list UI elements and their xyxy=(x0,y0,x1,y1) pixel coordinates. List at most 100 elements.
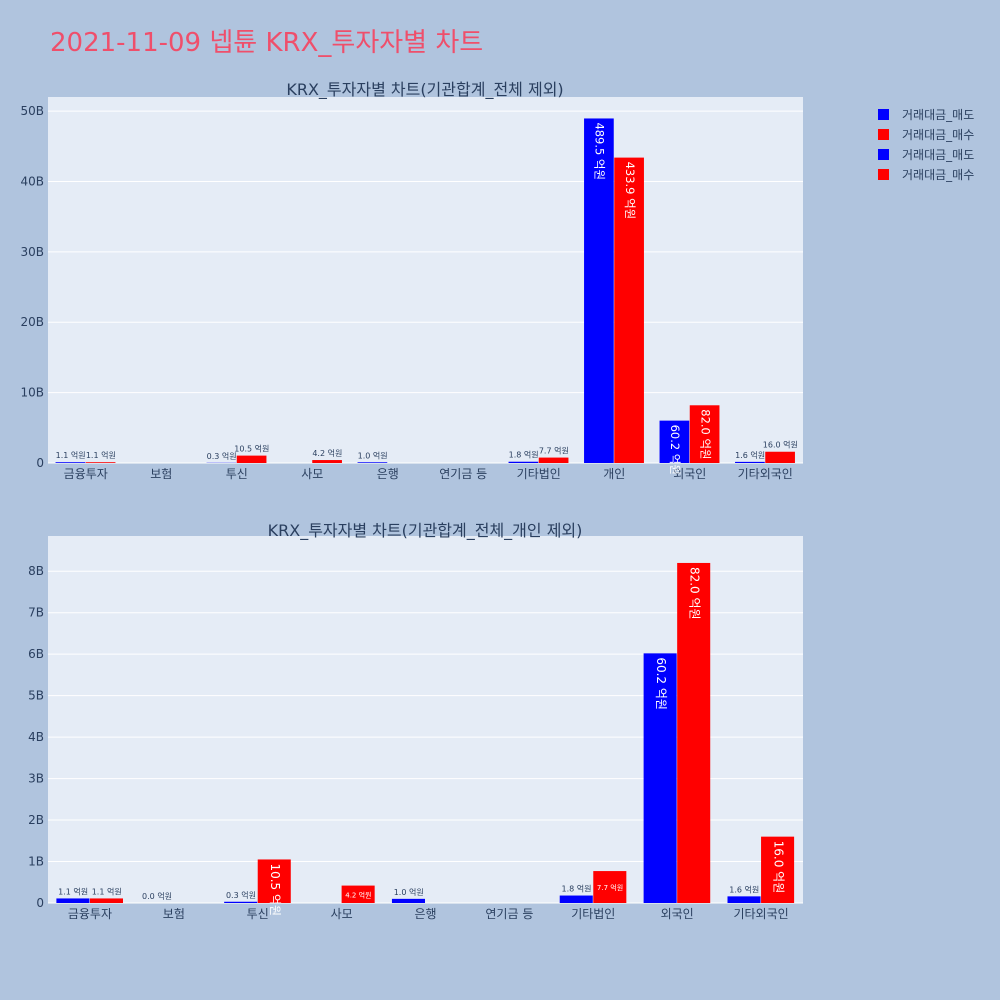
data-label: 60.2 억원 xyxy=(654,657,668,710)
y-tick-label: 0 xyxy=(36,896,44,910)
legend-label: 거래대금_매수 xyxy=(902,168,974,182)
y-tick-label: 20B xyxy=(20,315,44,329)
x-tick-label: 투신 xyxy=(226,467,248,481)
bar-buy xyxy=(761,836,795,903)
y-tick-label: 4B xyxy=(28,730,44,744)
bar-sell xyxy=(224,901,258,903)
data-label: 16.0 억원 xyxy=(763,440,798,450)
bar-buy xyxy=(538,457,569,463)
x-tick-label: 투신 xyxy=(247,907,269,921)
bar-sell xyxy=(357,462,388,463)
data-label: 4.2 억원 xyxy=(345,890,371,899)
data-label: 489.5 억원 xyxy=(593,122,607,180)
bar-buy xyxy=(312,460,342,463)
bar-buy xyxy=(85,462,116,463)
x-tick-label: 연기금 등 xyxy=(439,467,487,481)
x-tick-label: 기타법인 xyxy=(571,907,615,921)
x-tick-label: 외국인 xyxy=(661,907,694,921)
chart-1: 0 10B 20B 30B 40B 50B KRX_투자자별 차트(기관합계_전체 제외) 금… xyxy=(20,80,803,481)
data-label: 1.1 억원 xyxy=(58,886,88,896)
y-tick-label: 8B xyxy=(28,564,44,578)
bar-sell xyxy=(559,895,593,903)
x-tick-label: 외국인 xyxy=(673,467,706,481)
legend-label: 거래대금_매도 xyxy=(902,148,974,162)
data-label: 1.8 억원 xyxy=(509,450,539,460)
bar-buy xyxy=(89,898,123,903)
page-title: 2021-11-09 넵튠 KRX_투자자별 차트 xyxy=(50,28,484,58)
data-label: 10.5 억원 xyxy=(268,863,282,916)
data-label: 1.6 억원 xyxy=(729,884,759,894)
bar-buy xyxy=(614,157,644,464)
data-label: 82.0 억원 xyxy=(687,567,701,620)
bar-sell xyxy=(584,118,614,463)
data-label: 4.2 억원 xyxy=(312,448,342,458)
bar-buy xyxy=(341,885,375,903)
data-label: 1.1 억원 xyxy=(86,450,116,460)
bar-sell xyxy=(735,461,765,463)
data-label: 1.0 억원 xyxy=(358,450,388,460)
y-tick-label: 5B xyxy=(28,689,44,703)
data-label: 433.9 억원 xyxy=(623,162,637,220)
x-tick-label: 은행 xyxy=(414,906,436,921)
legend-swatch xyxy=(878,169,889,180)
data-label: 0.0 억원 xyxy=(142,891,172,901)
y-tick-label: 30B xyxy=(20,245,44,259)
data-label: 7.7 억원 xyxy=(597,883,623,892)
data-label: 1.1 억원 xyxy=(56,450,86,460)
x-tick-label: 사모 xyxy=(331,907,353,921)
data-label: 7.7 억원 xyxy=(539,446,569,456)
data-label: 82.0 억원 xyxy=(698,409,712,459)
bar-sell xyxy=(508,461,539,463)
y-tick-label: 0 xyxy=(36,456,44,470)
x-tick-label: 기타법인 xyxy=(517,467,561,481)
bar-buy xyxy=(765,451,795,463)
x-tick-label: 사모 xyxy=(301,467,323,481)
x-tick-label: 보험 xyxy=(163,907,185,921)
bar-sell xyxy=(55,462,86,463)
legend-label: 거래대금_매도 xyxy=(902,108,974,122)
legend-swatch xyxy=(878,129,889,140)
bar-buy xyxy=(236,455,267,463)
x-tick-label: 기타외국인 xyxy=(733,907,788,921)
bar-sell xyxy=(391,898,425,903)
y-tick-label: 10B xyxy=(20,386,44,400)
plot-area xyxy=(48,97,803,463)
y-tick-label: 6B xyxy=(28,647,44,661)
data-label: 0.3 억원 xyxy=(226,890,256,900)
x-tick-label: 보험 xyxy=(150,467,172,481)
y-tick-label: 1B xyxy=(28,855,44,869)
data-label: 1.6 억원 xyxy=(735,450,765,460)
bar-sell xyxy=(659,420,690,463)
bar-sell xyxy=(56,898,90,903)
data-label: 60.2 억원 xyxy=(668,425,682,475)
data-label: 16.0 억원 xyxy=(771,841,785,894)
chart-title: KRX_투자자별 차트(기관합계_전체 제외) xyxy=(286,80,563,100)
bar-buy xyxy=(257,859,291,903)
data-label: 10.5 억원 xyxy=(234,444,269,454)
data-label: 1.1 억원 xyxy=(92,886,122,896)
y-tick-label: 40B xyxy=(20,174,44,188)
data-label: 1.0 억원 xyxy=(394,887,424,897)
y-tick-label: 3B xyxy=(28,772,44,786)
bar-sell xyxy=(727,896,761,903)
y-tick-label: 7B xyxy=(28,606,44,620)
chart-2: 0 1B 2B 3B 4B 5B 6B 7B 8B KRX_투자자별 차트(기관합계_전체_개인 … xyxy=(28,521,803,921)
legend-swatch xyxy=(878,109,889,120)
data-label: 0.3 억원 xyxy=(207,451,237,461)
y-tick-label: 50B xyxy=(20,104,44,118)
x-tick-label: 연기금 등 xyxy=(485,907,533,921)
bar-buy xyxy=(593,871,627,903)
x-tick-label: 개인 xyxy=(603,467,625,481)
bar-buy xyxy=(677,562,711,903)
chart-title: KRX_투자자별 차트(기관합계_전체_개인 제외) xyxy=(268,521,583,541)
x-tick-label: 금융투자 xyxy=(64,467,108,481)
data-label: 1.8 억원 xyxy=(562,884,592,894)
x-tick-label: 은행 xyxy=(377,466,399,481)
x-tick-label: 기타외국인 xyxy=(738,467,793,481)
legend-swatch xyxy=(878,149,889,160)
y-tick-label: 2B xyxy=(28,813,44,827)
x-tick-label: 금융투자 xyxy=(68,907,112,921)
bar-buy xyxy=(689,405,720,463)
